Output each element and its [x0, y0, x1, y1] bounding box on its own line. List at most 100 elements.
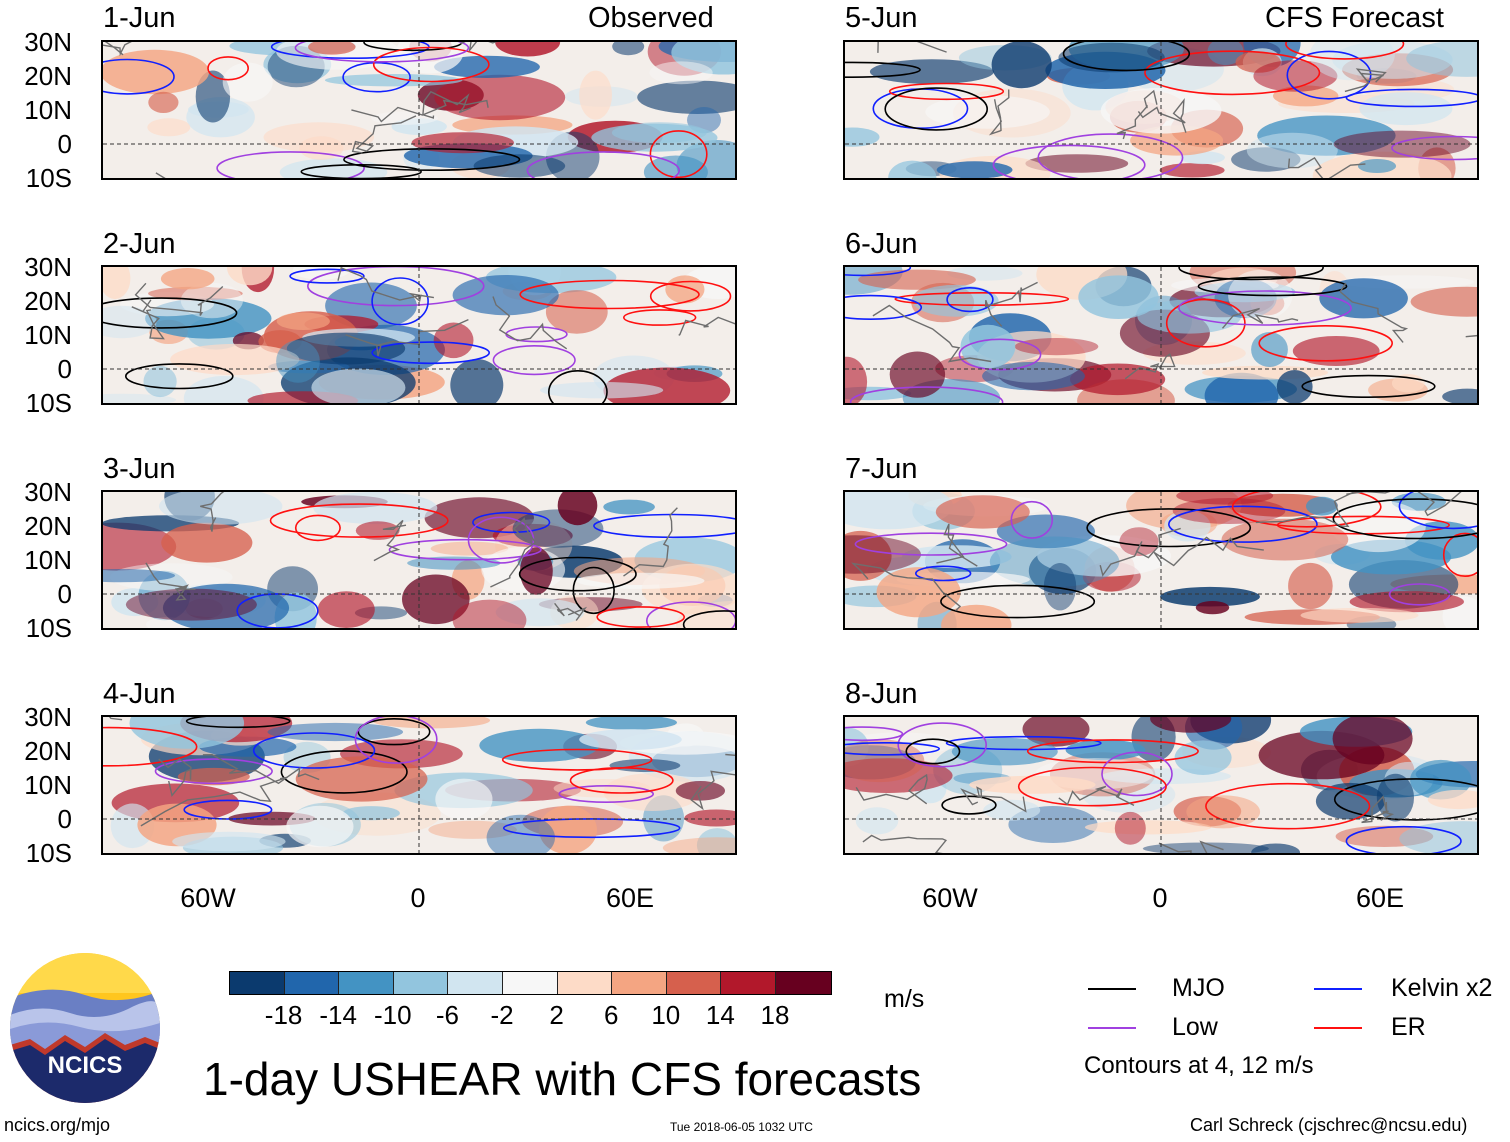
shear-blob: [1276, 370, 1313, 403]
lat-tick: 30N: [24, 252, 72, 282]
wave-contour: [1205, 782, 1371, 830]
shear-blob: [960, 324, 1016, 369]
legend-line-kelvin: [1314, 988, 1362, 990]
ncics-logo[interactable]: NCICS: [10, 953, 160, 1103]
shear-blob: [148, 91, 179, 113]
map-panel-1-jun: [101, 40, 737, 180]
map-panel-5-jun: [843, 40, 1479, 180]
wave-contour: [1345, 88, 1477, 108]
lat-tick: 10N: [24, 545, 72, 575]
shear-blob: [317, 591, 375, 628]
colorbar-swatch: [393, 972, 449, 994]
legend-line-er: [1314, 1027, 1362, 1029]
shear-blob: [671, 42, 735, 75]
shear-blob: [1306, 496, 1338, 516]
lat-tick: 10N: [24, 95, 72, 125]
coastline: [1346, 492, 1462, 517]
shear-blob: [1058, 42, 1165, 73]
shear-blob: [696, 828, 735, 853]
coastline: [351, 99, 489, 123]
shear-blob: [159, 492, 283, 525]
lat-tick: 0: [57, 354, 72, 384]
wave-contour: [649, 280, 732, 312]
shear-blob: [183, 376, 264, 403]
wave-contour: [519, 279, 700, 310]
shear-blob: [1359, 92, 1453, 126]
shear-blob: [540, 382, 664, 399]
shear-blob: [545, 290, 608, 334]
shear-blob: [1164, 510, 1211, 542]
coastline: [373, 519, 407, 562]
wave-contour: [649, 130, 708, 178]
lat-tick: 10S: [25, 613, 72, 643]
shear-blob: [1300, 607, 1419, 623]
shear-blob: [495, 598, 585, 627]
shear-blob: [103, 569, 175, 583]
footer-url[interactable]: ncics.org/mjo: [4, 1115, 111, 1135]
shear-blob: [845, 727, 869, 767]
lat-tick: 10S: [25, 388, 72, 418]
wave-contour: [1178, 290, 1352, 326]
wave-contour: [558, 785, 655, 804]
coastline: [1124, 353, 1176, 380]
panel-date-1: 1-Jun: [103, 2, 176, 34]
shear-blob: [1207, 42, 1244, 66]
wave-contour: [518, 556, 637, 592]
shear-blob: [1176, 492, 1274, 505]
map-panel-2-jun: [101, 265, 737, 405]
colorbar-swatch: [557, 972, 613, 994]
wave-contour: [646, 601, 735, 628]
shear-field: [845, 42, 1477, 178]
shear-blob: [103, 49, 210, 95]
shear-blob: [676, 600, 735, 628]
coastline: [1339, 282, 1409, 343]
lat-tick: 10S: [25, 163, 72, 193]
shear-blob: [227, 267, 273, 286]
shear-blob: [876, 567, 961, 618]
wave-contour: [992, 144, 1146, 178]
shear-blob: [888, 160, 937, 178]
shear-blob: [1406, 42, 1477, 77]
wave-contour: [905, 738, 961, 765]
colorbar-swatch: [612, 972, 667, 994]
colorbar-swatch: [666, 972, 722, 994]
lon-tick-0-left: 0: [410, 883, 426, 913]
wave-contour: [103, 726, 198, 767]
shear-blob: [433, 322, 474, 359]
shear-blob: [557, 492, 598, 526]
shear-blob: [276, 340, 320, 383]
coastline: [1361, 795, 1395, 824]
shear-blob: [649, 61, 713, 85]
coastline: [678, 316, 735, 336]
coastline: [1137, 98, 1187, 133]
colorbar-tick: 10: [651, 1000, 681, 1030]
coastline: [103, 42, 132, 57]
shear-blob: [1315, 782, 1385, 820]
shear-field: [845, 717, 1477, 853]
shear-blob: [869, 59, 994, 85]
shear-blob: [435, 778, 493, 820]
wave-contour: [1037, 133, 1184, 178]
coastline: [492, 296, 568, 350]
lat-tick: 0: [57, 579, 72, 609]
shear-blob: [996, 514, 1095, 549]
shear-blob: [1332, 717, 1413, 765]
shear-blob: [430, 541, 509, 556]
shear-blob: [452, 599, 527, 628]
shear-blob: [855, 807, 899, 835]
shear-blob: [991, 42, 1052, 89]
coastline: [1255, 492, 1356, 528]
wave-contour: [945, 735, 1102, 751]
shear-blob: [195, 70, 231, 123]
wave-contour: [845, 726, 904, 742]
wave-contour: [1442, 532, 1477, 577]
lat-tick: 10N: [24, 320, 72, 350]
wave-contour: [185, 717, 291, 729]
coastline: [851, 562, 962, 612]
wave-contour: [854, 532, 1008, 556]
legend-label-kelvin: Kelvin x2: [1391, 974, 1493, 1002]
wave-contour: [501, 748, 653, 771]
wave-contour: [1391, 135, 1477, 161]
wave-contour: [941, 795, 997, 815]
wave-contour: [958, 338, 1042, 371]
